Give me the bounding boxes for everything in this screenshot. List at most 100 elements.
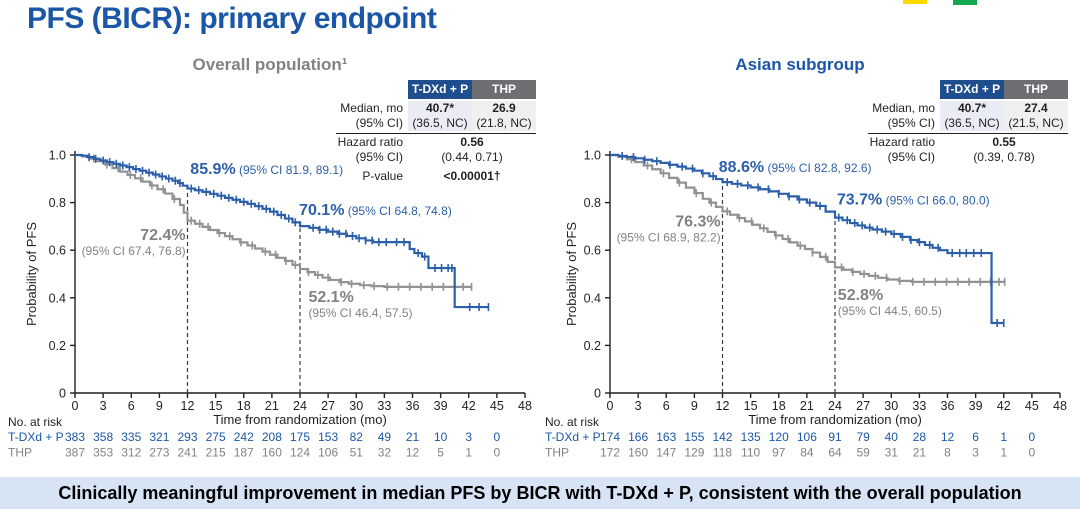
at-risk-value: 155 <box>684 430 704 444</box>
svg-text:48: 48 <box>1053 399 1067 413</box>
landmark-annotation: (95% CI 46.4, 57.5) <box>308 306 412 320</box>
landmark-annotations: 88.6% (95% CI 82.8, 92.6) 73.7% (95% CI 6… <box>617 159 990 318</box>
km-curve-t-dxd-p <box>610 151 1005 328</box>
at-risk-value: 273 <box>149 446 169 460</box>
svg-text:42: 42 <box>997 399 1011 413</box>
at-risk-value: 5 <box>437 446 444 460</box>
stats-header-tdxd-p: T-DXd + P <box>408 80 472 99</box>
landmark-annotation: (95% CI 44.5, 60.5) <box>838 304 942 318</box>
svg-text:27: 27 <box>856 399 870 413</box>
at-risk-value: 187 <box>234 446 254 460</box>
stats-table-header: T-DXd + P THP <box>336 80 536 99</box>
at-risk-value: 120 <box>769 430 789 444</box>
at-risk-value: 242 <box>234 430 254 444</box>
svg-text:42: 42 <box>462 399 476 413</box>
x-axis-label: Time from randomization (mo) <box>748 412 922 427</box>
svg-text:36: 36 <box>941 399 955 413</box>
svg-text:9: 9 <box>691 399 698 413</box>
stats-value-span: (0.39, 0.78) <box>973 150 1035 164</box>
at-risk-value: 1 <box>1000 430 1007 444</box>
svg-text:30: 30 <box>349 399 363 413</box>
stats-row: Hazard ratio 0.55 <box>868 135 1068 150</box>
at-risk-row-label: THP <box>8 446 32 460</box>
stats-value-span: (0.44, 0.71) <box>441 150 503 164</box>
svg-text:0: 0 <box>594 387 601 401</box>
stats-header-thp: THP <box>472 80 536 99</box>
at-risk-title: No. at risk <box>8 415 63 429</box>
svg-text:27: 27 <box>321 399 335 413</box>
landmark-annotations: 85.9% (95% CI 81.9, 89.1) 70.1% (95% CI 6… <box>82 161 452 320</box>
landmark-annotation: 76.3% <box>675 213 720 230</box>
svg-text:12: 12 <box>181 399 195 413</box>
stats-table-overall: T-DXd + P THP Median, mo 40.7* 26.9 (95% CI)(… <box>336 80 536 184</box>
landmark-annotation: 52.1% <box>308 289 353 306</box>
at-risk-value: 12 <box>941 430 955 444</box>
stats-row-label: Hazard ratio <box>337 135 403 149</box>
at-risk-value: 153 <box>318 430 338 444</box>
at-risk-value: 6 <box>972 430 979 444</box>
at-risk-value: 106 <box>797 430 817 444</box>
stats-value-tdxd-p: 40.7* <box>408 101 472 116</box>
svg-text:15: 15 <box>744 399 758 413</box>
at-risk-value: 208 <box>262 430 282 444</box>
landmark-annotation: 73.7% (95% CI 66.0, 80.0) <box>837 192 990 209</box>
svg-text:6: 6 <box>128 399 135 413</box>
page-title: PFS (BICR): primary endpoint <box>27 2 437 35</box>
at-risk-value: 21 <box>406 430 420 444</box>
svg-text:0.4: 0.4 <box>49 291 66 305</box>
at-risk-value: 3 <box>972 446 979 460</box>
svg-text:6: 6 <box>663 399 670 413</box>
at-risk-value: 160 <box>262 446 282 460</box>
stats-row-label: (95% CI) <box>887 116 935 130</box>
svg-text:30: 30 <box>884 399 898 413</box>
stats-value-span: 0.56 <box>460 135 484 149</box>
stats-value-tdxd-p: (36.5, NC) <box>940 116 1004 131</box>
svg-text:0: 0 <box>607 399 614 413</box>
svg-text:0.8: 0.8 <box>49 196 66 210</box>
svg-text:3: 3 <box>100 399 107 413</box>
at-risk-value: 51 <box>350 446 364 460</box>
at-risk-value: 10 <box>434 430 448 444</box>
stats-table-rule <box>868 133 1068 134</box>
y-axis-label: Probability of PFS <box>24 222 39 326</box>
at-risk-value: 28 <box>913 430 927 444</box>
at-risk-value: 12 <box>406 446 420 460</box>
chart-subtitle-asian: Asian subgroup <box>735 55 865 74</box>
at-risk-value: 160 <box>628 446 648 460</box>
at-risk-value: 32 <box>378 446 392 460</box>
stats-row: Hazard ratio 0.56 <box>336 135 536 150</box>
stats-row: (95% CI) (0.44, 0.71) <box>336 150 536 165</box>
stats-row-label: (95% CI) <box>355 150 403 164</box>
svg-text:36: 36 <box>406 399 420 413</box>
at-risk-value: 335 <box>121 430 141 444</box>
at-risk-row-label: THP <box>545 446 569 460</box>
stats-value-thp: (21.5, NC) <box>1004 116 1068 131</box>
svg-text:0: 0 <box>59 387 66 401</box>
svg-text:21: 21 <box>265 399 279 413</box>
svg-text:0: 0 <box>72 399 79 413</box>
stats-row: (95% CI) (36.5, NC) (21.5, NC) <box>868 116 1068 131</box>
stats-table-asian: T-DXd + P THP Median, mo 40.7* 27.4 (95% CI)(… <box>868 80 1068 165</box>
km-plot-overall: 00.20.40.60.81.00 3 6 9 12 15 18 21 24 27 30 33 36 39… <box>8 149 532 460</box>
svg-text:0.6: 0.6 <box>49 244 66 258</box>
stats-row-label: P-value <box>362 169 403 183</box>
at-risk-value: 321 <box>149 430 169 444</box>
at-risk-value: 97 <box>772 446 786 460</box>
at-risk-value: 1 <box>1000 446 1007 460</box>
stats-header-tdxd-p: T-DXd + P <box>940 80 1004 99</box>
stats-row-label: Median, mo <box>340 101 403 115</box>
km-plot-asian: 00.20.40.60.81.00 3 6 9 12 15 18 21 24 27 30 33 36 39… <box>545 149 1067 460</box>
logo-fragment-green <box>953 0 977 5</box>
svg-text:45: 45 <box>1025 399 1039 413</box>
km-curve-t-dxd-p <box>75 153 490 312</box>
landmark-annotation: 88.6% (95% CI 82.8, 92.6) <box>719 159 872 176</box>
at-risk-value: 358 <box>93 430 113 444</box>
stats-header-spacer <box>336 80 408 99</box>
svg-text:18: 18 <box>237 399 251 413</box>
at-risk-value: 174 <box>600 430 620 444</box>
landmark-annotation: 72.4% <box>140 227 185 244</box>
stats-value-thp: 26.9 <box>472 101 536 116</box>
svg-text:33: 33 <box>377 399 391 413</box>
stats-row: P-value <0.00001† <box>336 169 536 184</box>
